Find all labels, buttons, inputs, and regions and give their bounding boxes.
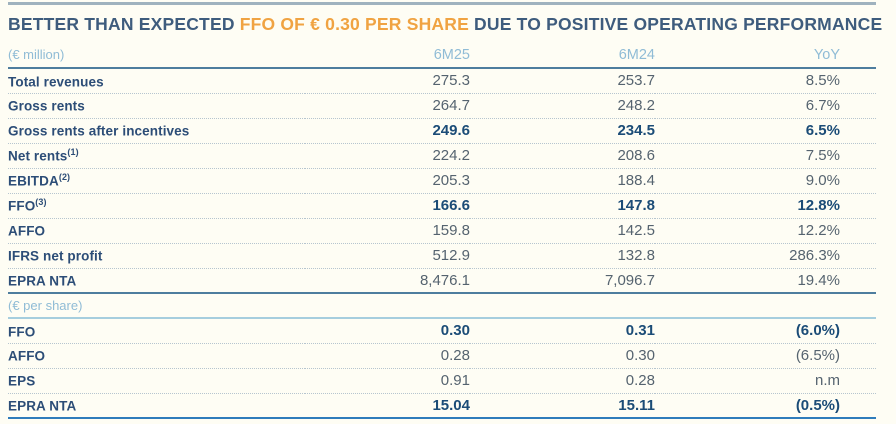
title-text-right: DUE TO POSITIVE OPERATING PERFORMANCE	[468, 14, 883, 34]
cell-6m24: 0.28	[470, 368, 655, 394]
title-highlight: FFO OF € 0.30 PER SHARE	[239, 14, 469, 34]
row-label: Gross rents	[8, 93, 305, 119]
cell-6m24: 142.5	[470, 218, 655, 244]
cell-6m25: 0.91	[305, 368, 470, 394]
cell-yoy: 6.5%	[655, 118, 876, 144]
row-label: EPRA NTA	[8, 393, 305, 419]
cell-6m24: 208.6	[470, 143, 655, 169]
cell-yoy: (0.5%)	[655, 393, 876, 419]
cell-6m25: 224.2	[305, 143, 470, 169]
cell-6m25: 166.6	[305, 193, 470, 219]
table-row-net-rents: Net rents(1) 224.2 208.6 7.5%	[8, 143, 876, 169]
cell-6m25: 275.3	[305, 68, 470, 94]
cell-6m24: 0.30	[470, 343, 655, 369]
table-row-ifrs-net-profit: IFRS net profit 512.9 132.8 286.3%	[8, 243, 876, 269]
cell-6m24: 253.7	[470, 68, 655, 94]
cell-6m25: 159.8	[305, 218, 470, 244]
cell-6m24: 188.4	[470, 168, 655, 194]
cell-yoy: 286.3%	[655, 243, 876, 269]
unit-label-per-share: (€ per share)	[8, 293, 876, 319]
cell-6m25: 249.6	[305, 118, 470, 144]
table-row-epra-nta: EPRA NTA 8,476.1 7,096.7 19.4%	[8, 268, 876, 294]
row-label: IFRS net profit	[8, 243, 305, 269]
cell-yoy: 7.5%	[655, 143, 876, 169]
cell-6m24: 147.8	[470, 193, 655, 219]
table-row-gross-rents-after-incentives: Gross rents after incentives 249.6 234.5…	[8, 118, 876, 144]
cell-yoy: n.m	[655, 368, 876, 394]
row-label: AFFO	[8, 218, 305, 244]
table-row-affo-per-share: AFFO 0.28 0.30 (6.5%)	[8, 343, 876, 369]
cell-6m25: 0.30	[305, 318, 470, 344]
table-row-eps: EPS 0.91 0.28 n.m	[8, 368, 876, 394]
table-row-ffo: FFO(3) 166.6 147.8 12.8%	[8, 193, 876, 219]
top-divider-line	[8, 2, 876, 5]
column-header-6m25: 6M25	[305, 42, 470, 69]
title-text-left: BETTER THAN EXPECTED	[8, 14, 240, 34]
cell-6m24: 15.11	[470, 393, 655, 419]
cell-6m24: 248.2	[470, 93, 655, 119]
cell-6m25: 8,476.1	[305, 268, 470, 294]
table-row-ffo-per-share: FFO 0.30 0.31 (6.0%)	[8, 318, 876, 344]
row-label: FFO(3)	[8, 193, 305, 219]
cell-yoy: 6.7%	[655, 93, 876, 119]
table-row-affo: AFFO 159.8 142.5 12.2%	[8, 218, 876, 244]
cell-yoy: (6.0%)	[655, 318, 876, 344]
row-label: Net rents(1)	[8, 143, 305, 169]
row-label: Total revenues	[8, 68, 305, 94]
financial-results-table: (€ million) 6M25 6M24 YoY Total revenues…	[8, 42, 876, 419]
cell-6m25: 205.3	[305, 168, 470, 194]
cell-6m24: 132.8	[470, 243, 655, 269]
table-row-ebitda: EBITDA(2) 205.3 188.4 9.0%	[8, 168, 876, 194]
row-label: EPRA NTA	[8, 268, 305, 294]
cell-6m24: 0.31	[470, 318, 655, 344]
table-row-total-revenues: Total revenues 275.3 253.7 8.5%	[8, 68, 876, 94]
cell-yoy: 9.0%	[655, 168, 876, 194]
cell-6m25: 0.28	[305, 343, 470, 369]
cell-6m25: 15.04	[305, 393, 470, 419]
row-label: FFO	[8, 318, 305, 344]
cell-yoy: 12.8%	[655, 193, 876, 219]
cell-yoy: (6.5%)	[655, 343, 876, 369]
table-header-row: (€ million) 6M25 6M24 YoY	[8, 42, 876, 69]
table-row-gross-rents: Gross rents 264.7 248.2 6.7%	[8, 93, 876, 119]
cell-yoy: 19.4%	[655, 268, 876, 294]
slide-title: BETTER THAN EXPECTED FFO OF € 0.30 PER S…	[8, 5, 882, 42]
cell-6m24: 7,096.7	[470, 268, 655, 294]
table-row-epra-nta-per-share: EPRA NTA 15.04 15.11 (0.5%)	[8, 393, 876, 419]
row-label: EBITDA(2)	[8, 168, 305, 194]
cell-6m25: 512.9	[305, 243, 470, 269]
row-label: EPS	[8, 368, 305, 394]
cell-yoy: 12.2%	[655, 218, 876, 244]
row-label: AFFO	[8, 343, 305, 369]
row-label: Gross rents after incentives	[8, 118, 305, 144]
cell-yoy: 8.5%	[655, 68, 876, 94]
column-header-6m24: 6M24	[470, 42, 655, 69]
unit-label-million: (€ million)	[8, 42, 305, 69]
cell-6m24: 234.5	[470, 118, 655, 144]
column-header-yoy: YoY	[655, 42, 876, 69]
section-header-per-share: (€ per share)	[8, 293, 876, 319]
cell-6m25: 264.7	[305, 93, 470, 119]
